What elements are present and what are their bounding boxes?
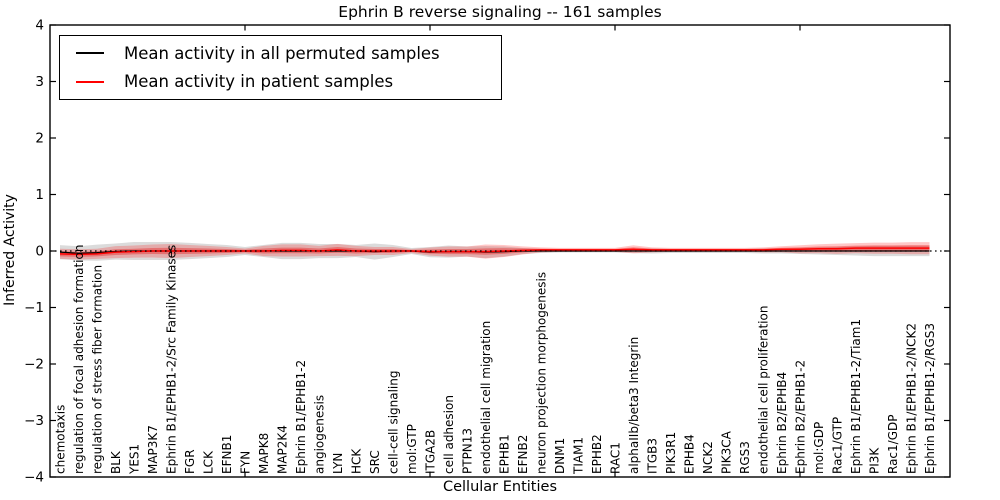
legend-line-patient-icon: [76, 80, 104, 83]
x-category-label: PIK3R1: [664, 432, 678, 474]
x-axis-label: Cellular Entities: [442, 479, 558, 495]
legend: Mean activity in all permuted samples Me…: [59, 35, 502, 100]
x-category-label: Ephrin B1/EPHB1-2: [294, 360, 308, 474]
legend-label-permuted: Mean activity in all permuted samples: [124, 43, 440, 63]
x-category-label: Ephrin B2/EPHB4: [775, 372, 789, 474]
x-category-label: Ephrin B1/EPHB1-2/Src Family Kinases: [165, 245, 179, 474]
y-tick-label: 4: [35, 18, 44, 34]
x-category-label: chemotaxis: [54, 405, 68, 474]
x-category-label: Rac1/GTP: [831, 417, 845, 474]
patient-mean-line: [59, 247, 930, 256]
x-category-label: TIAM1: [572, 437, 586, 475]
x-category-label: BLK: [109, 450, 123, 474]
x-category-label: mol:GDP: [812, 422, 826, 474]
x-category-label: ITGA2B: [424, 430, 438, 474]
x-category-label: neuron projection morphogenesis: [535, 272, 549, 474]
x-category-label: MAP2K4: [276, 425, 290, 474]
x-category-label: Ephrin B1/EPHB1-2/NCK2: [905, 323, 919, 474]
x-category-label: DNM1: [553, 438, 567, 474]
x-category-label: EPHB4: [683, 434, 697, 474]
x-category-label: YES1: [128, 444, 142, 475]
x-category-label: regulation of focal adhesion formation: [72, 245, 86, 474]
x-category-label: SRC: [368, 450, 382, 474]
x-category-label: MAP3K7: [146, 425, 160, 474]
x-category-label: EFNB1: [220, 435, 234, 474]
x-category-label: PTPN13: [461, 428, 475, 474]
x-category-label: angiogenesis: [313, 395, 327, 474]
x-category-label: RGS3: [738, 441, 752, 474]
x-category-label: EFNB2: [516, 435, 530, 474]
y-tick-label: −2: [24, 357, 44, 373]
x-category-label: regulation of stress fiber formation: [91, 265, 105, 474]
y-tick-label: −3: [24, 413, 44, 429]
x-category-label: EPHB2: [590, 434, 604, 474]
x-category-label: cell-cell signaling: [387, 371, 401, 475]
x-category-label: alphaIIb/beta3 Integrin: [627, 337, 641, 474]
x-category-label: cell adhesion: [442, 395, 456, 474]
y-tick-label: 0: [35, 244, 44, 260]
x-category-label: FGR: [183, 449, 197, 474]
x-category-label: ITGB3: [646, 438, 660, 474]
legend-item-permuted: Mean activity in all permuted samples: [76, 43, 501, 64]
x-category-label: EPHB1: [498, 434, 512, 474]
x-category-label: Rac1/GDP: [886, 415, 900, 474]
legend-item-patient: Mean activity in patient samples: [76, 71, 501, 92]
x-category-label: LCK: [202, 450, 216, 474]
chart-title: Ephrin B reverse signaling -- 161 sample…: [338, 3, 662, 21]
x-category-label: Ephrin B1/EPHB1-2/Tiam1: [849, 319, 863, 474]
x-category-label: NCK2: [701, 441, 715, 474]
legend-label-patient: Mean activity in patient samples: [124, 72, 394, 91]
x-category-label: PI3K: [868, 447, 882, 474]
x-category-label: mol:GTP: [405, 424, 419, 474]
x-category-label: Ephrin B2/EPHB1-2: [794, 360, 808, 474]
x-category-label: endothelial cell proliferation: [757, 306, 771, 474]
y-tick-label: 3: [35, 74, 44, 90]
x-category-label: FYN: [239, 451, 253, 474]
x-category-label: LYN: [331, 453, 345, 474]
x-category-label: RAC1: [609, 442, 623, 474]
y-tick-label: 1: [35, 187, 44, 203]
x-category-label: endothelial cell migration: [479, 321, 493, 474]
x-category-label: HCK: [350, 448, 364, 474]
x-category-label: MAPK8: [257, 433, 271, 474]
y-tick-label: 2: [35, 131, 44, 147]
y-tick-label: −1: [24, 300, 44, 316]
y-tick-label: −4: [24, 470, 44, 486]
x-category-label: PIK3CA: [720, 430, 734, 474]
x-category-label: Ephrin B1/EPHB1-2/RGS3: [923, 323, 937, 474]
legend-line-permuted-icon: [76, 52, 104, 55]
